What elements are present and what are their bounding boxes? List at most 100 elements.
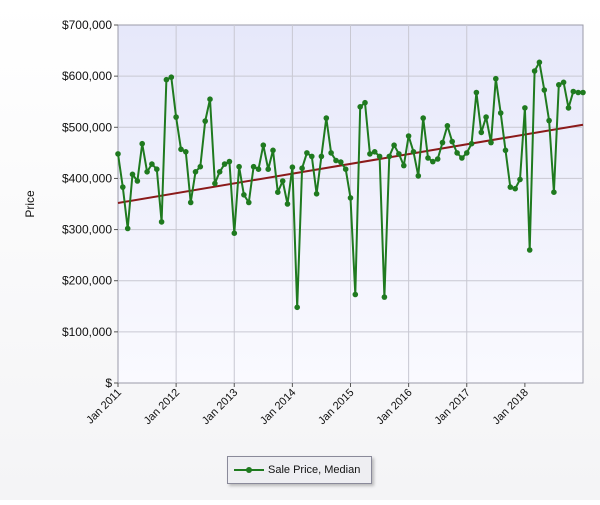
data-point (154, 166, 160, 172)
data-point (134, 178, 141, 184)
data-point (560, 79, 567, 86)
data-point (526, 247, 533, 253)
data-point (488, 139, 494, 146)
data-point (507, 184, 514, 190)
data-point (405, 133, 412, 139)
data-point (284, 201, 291, 207)
x-tick-label: Jan 2013 (200, 387, 240, 427)
data-point (551, 189, 557, 195)
data-point (333, 157, 339, 164)
data-point (120, 184, 126, 190)
data-point (459, 155, 465, 161)
data-point (212, 180, 218, 187)
data-point (371, 149, 378, 155)
data-point (342, 166, 349, 172)
data-point (202, 118, 208, 124)
data-point (517, 176, 523, 183)
y-tick-label: $ (105, 376, 112, 390)
data-point (115, 151, 121, 157)
legend: Sale Price, Median (227, 456, 372, 484)
data-point (352, 291, 359, 298)
data-point (420, 115, 427, 121)
data-point (163, 76, 170, 83)
data-point (144, 169, 150, 175)
data-point (124, 225, 131, 232)
data-point (580, 89, 586, 96)
data-point (265, 166, 272, 172)
data-point (391, 142, 397, 148)
data-point (255, 166, 262, 172)
data-point (226, 158, 233, 165)
y-tick-label: $500,000 (62, 120, 112, 134)
trendline (117, 123, 584, 204)
data-point (473, 89, 480, 96)
data-point (207, 96, 213, 102)
x-tick-label: Jan 2018 (491, 387, 531, 427)
y-axis-label: Price (23, 190, 37, 218)
data-point (246, 199, 252, 206)
data-point (430, 158, 436, 165)
data-point (376, 153, 383, 160)
data-point (468, 140, 475, 147)
data-point (275, 189, 281, 195)
data-point (338, 159, 344, 165)
data-point (575, 89, 581, 96)
data-point (187, 199, 194, 206)
data-point (313, 191, 320, 197)
data-point (347, 195, 354, 201)
data-point (546, 117, 552, 124)
data-point (425, 155, 431, 161)
data-point (464, 150, 470, 156)
data-point (454, 150, 460, 156)
data-point (236, 163, 242, 170)
data-point (493, 75, 499, 82)
x-tick-label: Jan 2011 (84, 387, 124, 427)
data-point (541, 87, 548, 93)
x-tick-label: Jan 2012 (142, 387, 182, 427)
data-point (304, 150, 310, 156)
data-point (309, 153, 315, 160)
data-point (362, 99, 368, 106)
data-point (139, 140, 145, 147)
data-point (449, 138, 456, 145)
data-point (556, 82, 562, 88)
data-point (483, 114, 489, 120)
data-point (299, 165, 305, 171)
data-point (294, 304, 301, 311)
legend-swatch (234, 465, 264, 475)
data-point (565, 105, 572, 111)
data-point (183, 149, 189, 155)
x-tick-label: Jan 2017 (432, 387, 472, 427)
data-point (522, 105, 528, 111)
data-point (149, 161, 155, 167)
data-point (241, 192, 247, 198)
y-tick-label: $400,000 (62, 171, 112, 185)
data-point (279, 178, 286, 184)
data-point (444, 123, 451, 129)
data-point (512, 185, 518, 192)
data-point (502, 147, 509, 154)
data-point (497, 110, 504, 116)
data-point (289, 164, 296, 170)
y-tick-label: $100,000 (62, 325, 112, 339)
data-point (250, 163, 257, 170)
data-point (318, 153, 325, 160)
data-point (168, 74, 175, 80)
data-point (367, 151, 373, 157)
data-point (323, 115, 330, 121)
data-point (439, 139, 446, 146)
data-point (415, 173, 422, 179)
data-point (328, 150, 334, 156)
data-point (536, 59, 543, 66)
data-point (410, 149, 417, 155)
data-point (478, 129, 485, 136)
data-point (158, 219, 165, 225)
y-tick-label: $700,000 (62, 18, 112, 32)
y-tick-label: $200,000 (62, 274, 112, 288)
data-point (178, 146, 184, 153)
data-point (192, 169, 199, 175)
data-point (531, 68, 538, 74)
x-tick-label: Jan 2016 (374, 387, 414, 427)
legend-label: Sale Price, Median (268, 464, 361, 476)
